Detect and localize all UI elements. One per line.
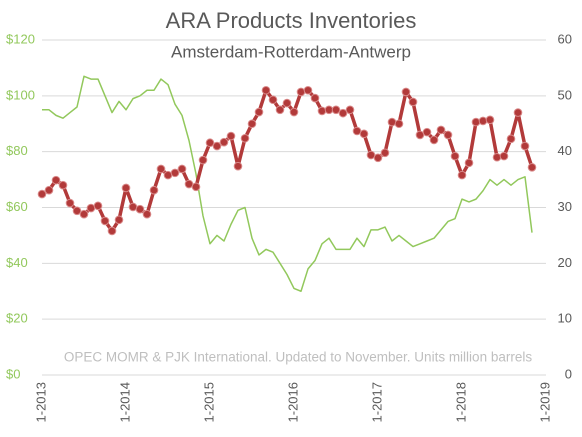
series-line (42, 75, 533, 292)
data-point (380, 148, 390, 158)
data-point (268, 95, 278, 105)
data-point (233, 161, 243, 171)
data-point (170, 168, 180, 178)
x-tick-label: 1-2016 (285, 382, 300, 422)
data-point (450, 151, 460, 161)
data-point (373, 153, 383, 163)
y-tick-label: $120 (6, 31, 35, 46)
y2-tick-label: 30 (558, 199, 572, 214)
data-point (303, 85, 313, 95)
data-point (121, 183, 131, 193)
data-point (345, 105, 355, 115)
data-point (219, 137, 229, 147)
data-point (261, 85, 271, 95)
data-point (128, 202, 138, 212)
data-point (457, 170, 467, 180)
data-point (317, 106, 327, 116)
data-point (37, 189, 47, 199)
y2-tick-label: 0 (565, 366, 572, 381)
x-tick-label: 1-2013 (33, 382, 48, 422)
data-point (72, 206, 82, 216)
data-point (310, 93, 320, 103)
data-point (240, 133, 250, 143)
data-point (296, 87, 306, 97)
data-point (135, 204, 145, 214)
data-point (485, 115, 495, 125)
annotation: OPEC MOMR & PJK International. Updated t… (64, 350, 532, 365)
data-point (359, 129, 369, 139)
x-tick-label: 1-2018 (453, 382, 468, 422)
data-point (51, 175, 61, 185)
data-point (422, 127, 432, 137)
data-point (254, 107, 264, 117)
y2-tick-label: 20 (558, 255, 572, 270)
chart-title: ARA Products Inventories (166, 8, 417, 33)
data-point (366, 150, 376, 160)
data-point (506, 134, 516, 144)
y2-tick-label: 50 (558, 87, 572, 102)
data-point (58, 180, 68, 190)
data-point (177, 164, 187, 174)
y2-tick-label: 40 (558, 143, 572, 158)
data-point (163, 170, 173, 180)
x-tick-label: 1-2014 (117, 382, 132, 422)
data-point (429, 135, 439, 145)
y-tick-label: $100 (6, 87, 35, 102)
data-point (93, 201, 103, 211)
data-point (212, 141, 222, 151)
data-point (464, 158, 474, 168)
data-point (226, 131, 236, 141)
data-point (499, 151, 509, 161)
data-point (184, 179, 194, 189)
data-point (331, 105, 341, 115)
data-point (79, 209, 89, 219)
data-point (492, 152, 502, 162)
data-point (401, 87, 411, 97)
data-point (324, 105, 334, 115)
data-point (527, 163, 537, 172)
y-tick-label: $80 (6, 143, 28, 158)
y-tick-label: $20 (6, 311, 28, 326)
data-point (394, 119, 404, 129)
data-point (443, 130, 453, 140)
data-point (338, 108, 348, 118)
y2-tick-label: 10 (558, 311, 572, 326)
data-point (100, 216, 110, 226)
data-point (198, 155, 208, 165)
data-point (114, 215, 124, 225)
data-point (44, 185, 54, 195)
data-point (471, 117, 481, 127)
data-point (205, 138, 215, 148)
data-point (415, 130, 425, 140)
x-tick-label: 1-2019 (537, 382, 552, 422)
data-point (247, 119, 257, 129)
data-point (156, 164, 166, 174)
data-point (149, 185, 159, 195)
y-tick-label: $0 (6, 366, 20, 381)
data-point (282, 98, 292, 108)
data-point (86, 203, 96, 213)
data-point (107, 226, 117, 236)
x-tick-label: 1-2017 (369, 382, 384, 422)
data-point (520, 141, 530, 151)
data-point (478, 116, 488, 126)
data-point (191, 182, 201, 192)
y-tick-label: $60 (6, 199, 28, 214)
data-point (352, 126, 362, 136)
data-point (65, 198, 75, 208)
data-point (513, 108, 523, 117)
data-point (436, 125, 446, 135)
data-point (387, 117, 397, 127)
data-point (289, 107, 299, 117)
data-point (275, 105, 285, 115)
chart-subtitle: Amsterdam-Rotterdam-Antwerp (171, 42, 411, 61)
y2-tick-label: 60 (558, 31, 572, 46)
x-tick-label: 1-2015 (201, 382, 216, 422)
y-tick-label: $40 (6, 255, 28, 270)
data-point (408, 97, 418, 107)
data-point (142, 209, 152, 219)
